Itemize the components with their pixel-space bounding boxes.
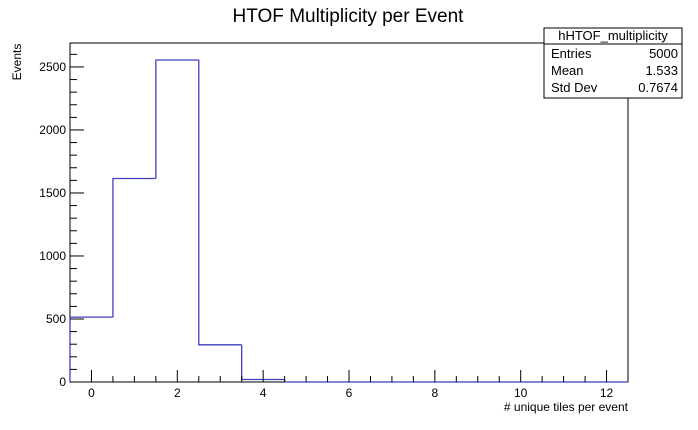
stats-box: hHTOF_multiplicity Entries 5000 Mean 1.5… [543, 27, 683, 99]
histogram-bins [69, 59, 628, 383]
y-tick-label: 2500 [39, 60, 66, 74]
x-axis: 0 2 4 6 8 10 12 [88, 370, 614, 400]
x-tick-label: 4 [260, 386, 267, 400]
stats-mean-value: 1.533 [645, 63, 678, 78]
y-tick-label: 1500 [39, 186, 66, 200]
x-tick-label: 6 [346, 386, 353, 400]
y-tick-label: 500 [46, 312, 66, 326]
x-tick-label: 0 [88, 386, 95, 400]
stats-entries-value: 5000 [649, 46, 678, 61]
y-axis-label: Events [10, 44, 24, 81]
histogram-bin [155, 59, 199, 179]
stats-stddev-label: Std Dev [551, 80, 598, 95]
x-tick-label: 10 [514, 386, 528, 400]
stats-mean-label: Mean [551, 63, 584, 78]
y-tick-label: 1000 [39, 249, 66, 263]
stats-stddev-value: 0.7674 [638, 80, 678, 95]
stats-box-border [543, 27, 683, 99]
x-tick-label: 12 [600, 386, 614, 400]
x-axis-label: # unique tiles per event [504, 400, 629, 414]
y-axis: 0 500 1000 1500 2000 2500 [39, 53, 84, 389]
stats-entries-label: Entries [551, 46, 592, 61]
y-tick-label: 2000 [39, 123, 66, 137]
x-tick-label: 8 [432, 386, 439, 400]
x-tick-label: 2 [174, 386, 181, 400]
chart-title: HTOF Multiplicity per Event [233, 6, 465, 27]
histogram-bin [198, 60, 242, 346]
histogram-bin [112, 177, 156, 318]
stats-box-title: hHTOF_multiplicity [558, 28, 668, 43]
y-tick-label: 0 [59, 375, 66, 389]
histogram-bin [69, 316, 113, 382]
